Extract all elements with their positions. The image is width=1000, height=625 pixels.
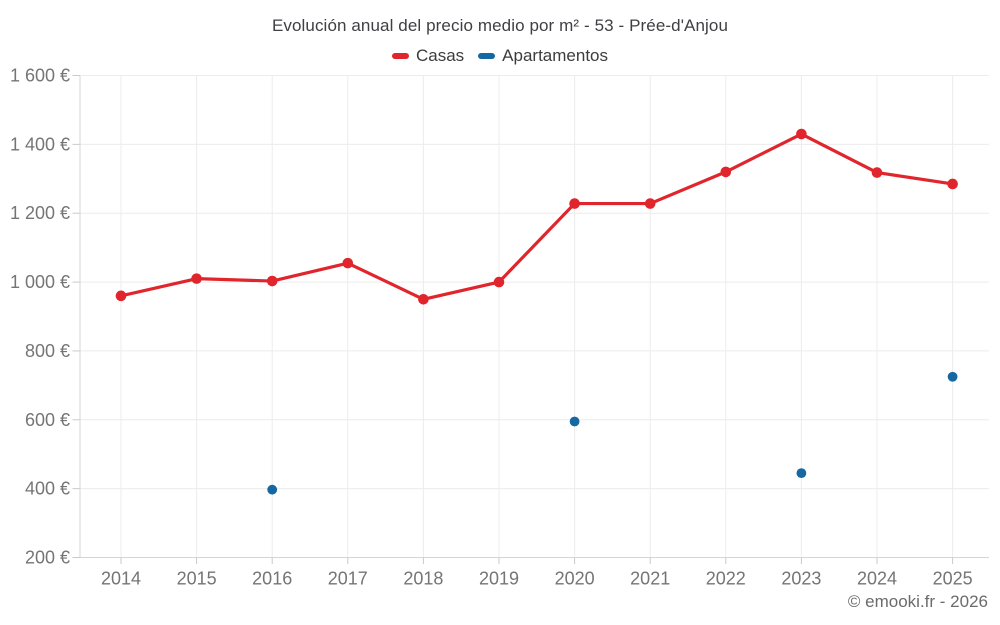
x-axis-label: 2023 [781, 569, 821, 589]
x-axis-label: 2024 [857, 569, 897, 589]
y-axis-label: 1 400 € [10, 134, 70, 154]
legend-item-casas[interactable]: Casas [391, 46, 465, 66]
data-point-casas-2021[interactable] [644, 198, 656, 209]
data-point-apartamentos-2025[interactable] [947, 371, 958, 382]
data-point-casas-2020[interactable] [569, 198, 580, 209]
data-point-casas-2018[interactable] [418, 293, 429, 305]
x-axis-label: 2018 [403, 569, 443, 589]
data-point-casas-2024[interactable] [871, 167, 883, 178]
legend-swatch-casas-icon [391, 53, 409, 59]
y-axis-label: 600 € [25, 410, 70, 430]
data-point-casas-2016[interactable] [266, 275, 278, 287]
x-axis-label: 2014 [101, 569, 141, 589]
x-axis-label: 2021 [630, 569, 670, 589]
x-axis-label: 2020 [555, 569, 595, 589]
data-point-casas-2025[interactable] [947, 178, 958, 190]
y-axis-label: 1 600 € [10, 66, 70, 86]
y-axis-label: 1 000 € [10, 272, 70, 292]
legend-item-apartamentos[interactable]: Apartamentos [478, 46, 608, 66]
x-axis-label: 2017 [328, 569, 368, 589]
data-point-apartamentos-2023[interactable] [796, 468, 807, 479]
y-axis-label: 200 € [25, 548, 70, 568]
data-point-casas-2015[interactable] [191, 273, 202, 284]
data-point-apartamentos-2020[interactable] [569, 416, 580, 427]
data-point-casas-2023[interactable] [796, 128, 807, 140]
data-point-casas-2017[interactable] [342, 257, 354, 269]
legend-swatch-apartamentos-icon [478, 53, 496, 59]
data-point-apartamentos-2016[interactable] [267, 484, 278, 495]
chart-title: Evolución anual del precio medio por m² … [271, 16, 729, 35]
legend-label-casas: Casas [415, 46, 465, 65]
data-point-casas-2022[interactable] [720, 166, 732, 178]
x-axis-label: 2016 [252, 569, 292, 589]
x-axis-label: 2025 [933, 569, 973, 589]
legend-label-apartamentos: Apartamentos [502, 46, 609, 65]
x-axis-label: 2022 [706, 569, 746, 589]
y-axis-label: 800 € [25, 341, 70, 361]
data-point-casas-2019[interactable] [493, 276, 505, 288]
copyright-text: © emooki.fr - 2026 [847, 592, 988, 611]
y-axis-label: 1 200 € [10, 203, 70, 223]
chart-legend: Casas Apartamentos [0, 46, 1000, 66]
series-line-casas [119, 132, 955, 301]
x-axis-label: 2019 [479, 569, 519, 589]
y-axis-label: 400 € [25, 479, 70, 499]
data-point-casas-2014[interactable] [115, 290, 127, 302]
x-axis-label: 2015 [177, 569, 217, 589]
